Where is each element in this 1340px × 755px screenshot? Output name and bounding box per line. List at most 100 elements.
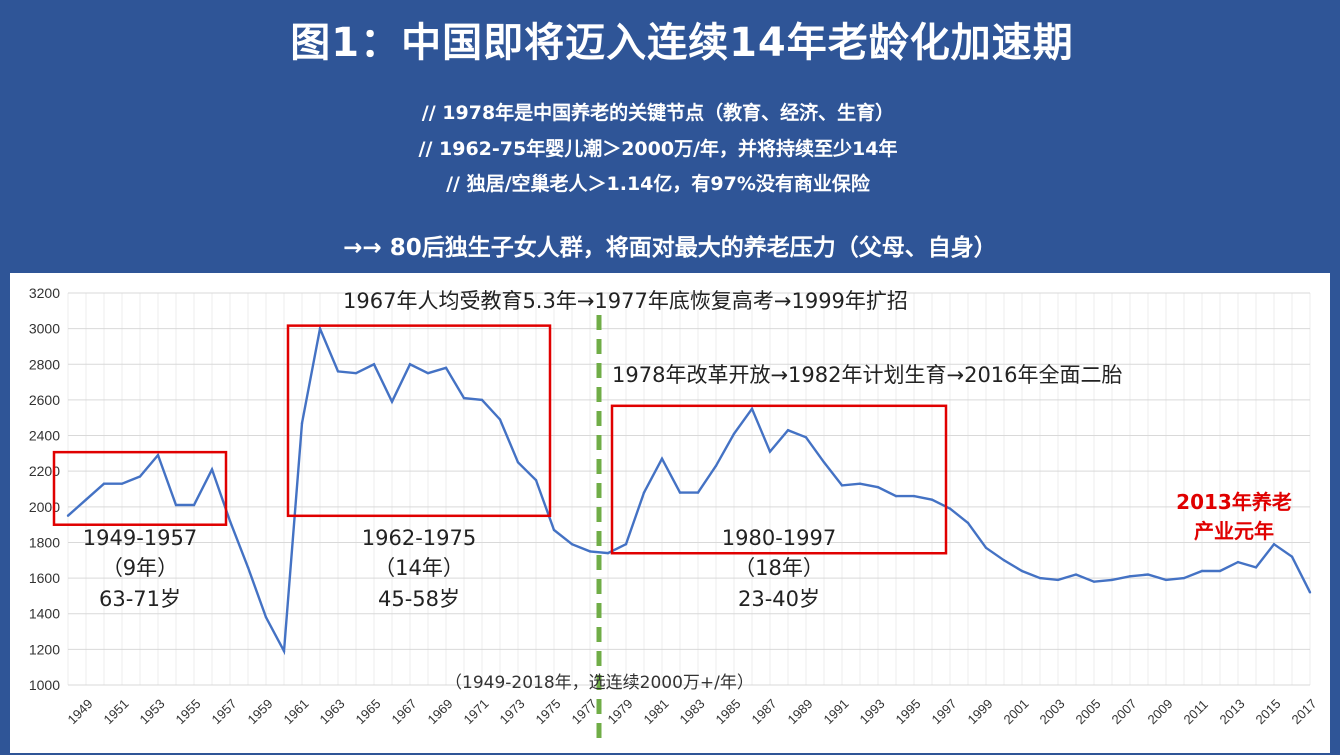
y-tick-label: 1200 — [29, 641, 60, 657]
data-point — [858, 482, 862, 485]
x-tick-label: 1953 — [137, 696, 168, 727]
y-tick-label: 2800 — [29, 356, 60, 372]
x-tick-label: 1983 — [677, 696, 708, 727]
x-tick-label: 2013 — [1217, 696, 1248, 727]
data-point — [1308, 591, 1312, 594]
x-tick-label: 1955 — [173, 696, 204, 727]
x-tick-label: 1995 — [893, 696, 924, 727]
y-tick-label: 1400 — [29, 606, 60, 622]
annotation-note: （1949-2018年，选连续2000万+/年） — [445, 673, 754, 693]
headline: →→ 80后独生子女人群，将面对最大的养老压力（父母、自身） — [343, 235, 997, 261]
period-years: （14年） — [374, 556, 464, 580]
data-point — [246, 566, 250, 569]
bullet-empty-nest: // 独居/空巢老人＞1.14亿，有97%没有商业保险 — [446, 173, 870, 195]
data-point — [984, 546, 988, 549]
data-point — [606, 551, 610, 555]
y-tick-label: 3200 — [29, 285, 60, 301]
data-point — [822, 461, 826, 464]
data-point — [1254, 566, 1258, 569]
x-tick-label: 1989 — [785, 696, 816, 727]
data-point — [660, 457, 664, 460]
data-point — [1146, 573, 1150, 576]
data-point — [624, 543, 628, 546]
x-tick-label: 1949 — [65, 696, 96, 727]
data-point — [552, 528, 556, 532]
period-age: 63-71岁 — [99, 587, 181, 611]
y-tick-label: 1800 — [29, 534, 60, 550]
period-age: 45-58岁 — [378, 587, 460, 611]
x-tick-label: 2017 — [1289, 696, 1320, 727]
data-point — [876, 486, 880, 489]
data-point — [1182, 576, 1186, 580]
data-point — [210, 468, 214, 471]
x-tick-label: 1963 — [317, 696, 348, 727]
period-box — [52, 450, 228, 526]
period-range: 1980-1997 — [722, 526, 836, 550]
data-point — [732, 432, 736, 435]
data-point — [192, 503, 196, 507]
data-point — [1038, 576, 1042, 580]
data-point — [372, 363, 376, 366]
x-tick-label: 1969 — [425, 696, 456, 727]
data-point — [138, 475, 142, 478]
y-axis-ticks: 1000 1200 1400 1600 1800 2000 2200 2400 2600 2800… — [29, 285, 60, 693]
series-points — [66, 327, 1312, 653]
series-line — [67, 324, 1312, 656]
data-point — [1056, 578, 1060, 582]
data-point — [84, 498, 88, 501]
data-point — [966, 521, 970, 525]
bullet-baby-boom: // 1962-75年婴儿潮＞2000万/年，并将持续至少14年 — [418, 138, 898, 160]
x-tick-label: 1981 — [641, 696, 672, 727]
period-labels: 1949-1957 （9年） 63-71岁 1962-1975 （14年） 45-58岁 1… — [83, 526, 836, 611]
data-point — [156, 453, 160, 457]
y-tick-label: 2200 — [29, 463, 60, 479]
x-tick-label: 2015 — [1253, 696, 1284, 727]
data-point — [102, 482, 106, 485]
data-point — [534, 478, 538, 482]
x-tick-label: 1959 — [245, 696, 276, 727]
y-tick-label: 1600 — [29, 570, 60, 586]
data-point — [66, 514, 70, 517]
data-point — [1236, 560, 1240, 564]
x-tick-label: 2011 — [1181, 697, 1211, 727]
y-tick-label: 2400 — [29, 428, 60, 444]
x-tick-label: 2001 — [1001, 696, 1032, 727]
data-point — [408, 363, 412, 366]
x-tick-label: 2005 — [1073, 696, 1104, 727]
x-tick-label: 2007 — [1109, 696, 1140, 727]
data-point — [696, 491, 700, 494]
x-tick-label: 1957 — [209, 696, 240, 727]
data-point — [498, 418, 502, 421]
data-point — [1002, 559, 1006, 562]
annotation-industry-line2: 产业元年 — [1194, 519, 1274, 543]
data-point — [120, 482, 124, 485]
data-point — [678, 491, 682, 494]
x-tick-label: 1991 — [821, 696, 852, 727]
data-point — [1110, 578, 1114, 582]
period-years: （18年） — [734, 556, 824, 580]
birth-population-chart: 1000 1200 1400 1600 1800 2000 2200 2400 2600 2800… — [29, 285, 1320, 743]
x-tick-label: 1987 — [749, 696, 780, 727]
period-range: 1949-1957 — [83, 526, 197, 550]
data-point — [840, 484, 844, 487]
data-point — [354, 371, 358, 375]
chart-panel: 1000 1200 1400 1600 1800 2000 2200 2400 2600 2800… — [10, 273, 1330, 753]
x-tick-label: 1997 — [929, 696, 960, 727]
data-point — [912, 494, 916, 498]
x-tick-label: 1975 — [533, 696, 564, 727]
data-point — [714, 464, 718, 468]
data-point — [390, 400, 394, 403]
data-point — [1092, 580, 1096, 583]
data-point — [948, 507, 952, 510]
data-point — [642, 491, 646, 494]
x-tick-label: 1993 — [857, 696, 888, 727]
x-tick-label: 1977 — [569, 696, 600, 727]
data-point — [894, 494, 898, 498]
x-tick-label: 1973 — [497, 696, 528, 727]
x-tick-label: 1951 — [101, 696, 132, 727]
page-title: 图1：中国即将迈入连续14年老龄化加速期 — [290, 20, 1074, 66]
data-point — [300, 421, 304, 425]
x-tick-label: 1979 — [605, 696, 636, 727]
annotation-industry-line1: 2013年养老 — [1176, 490, 1292, 514]
x-tick-label: 1971 — [461, 696, 492, 727]
